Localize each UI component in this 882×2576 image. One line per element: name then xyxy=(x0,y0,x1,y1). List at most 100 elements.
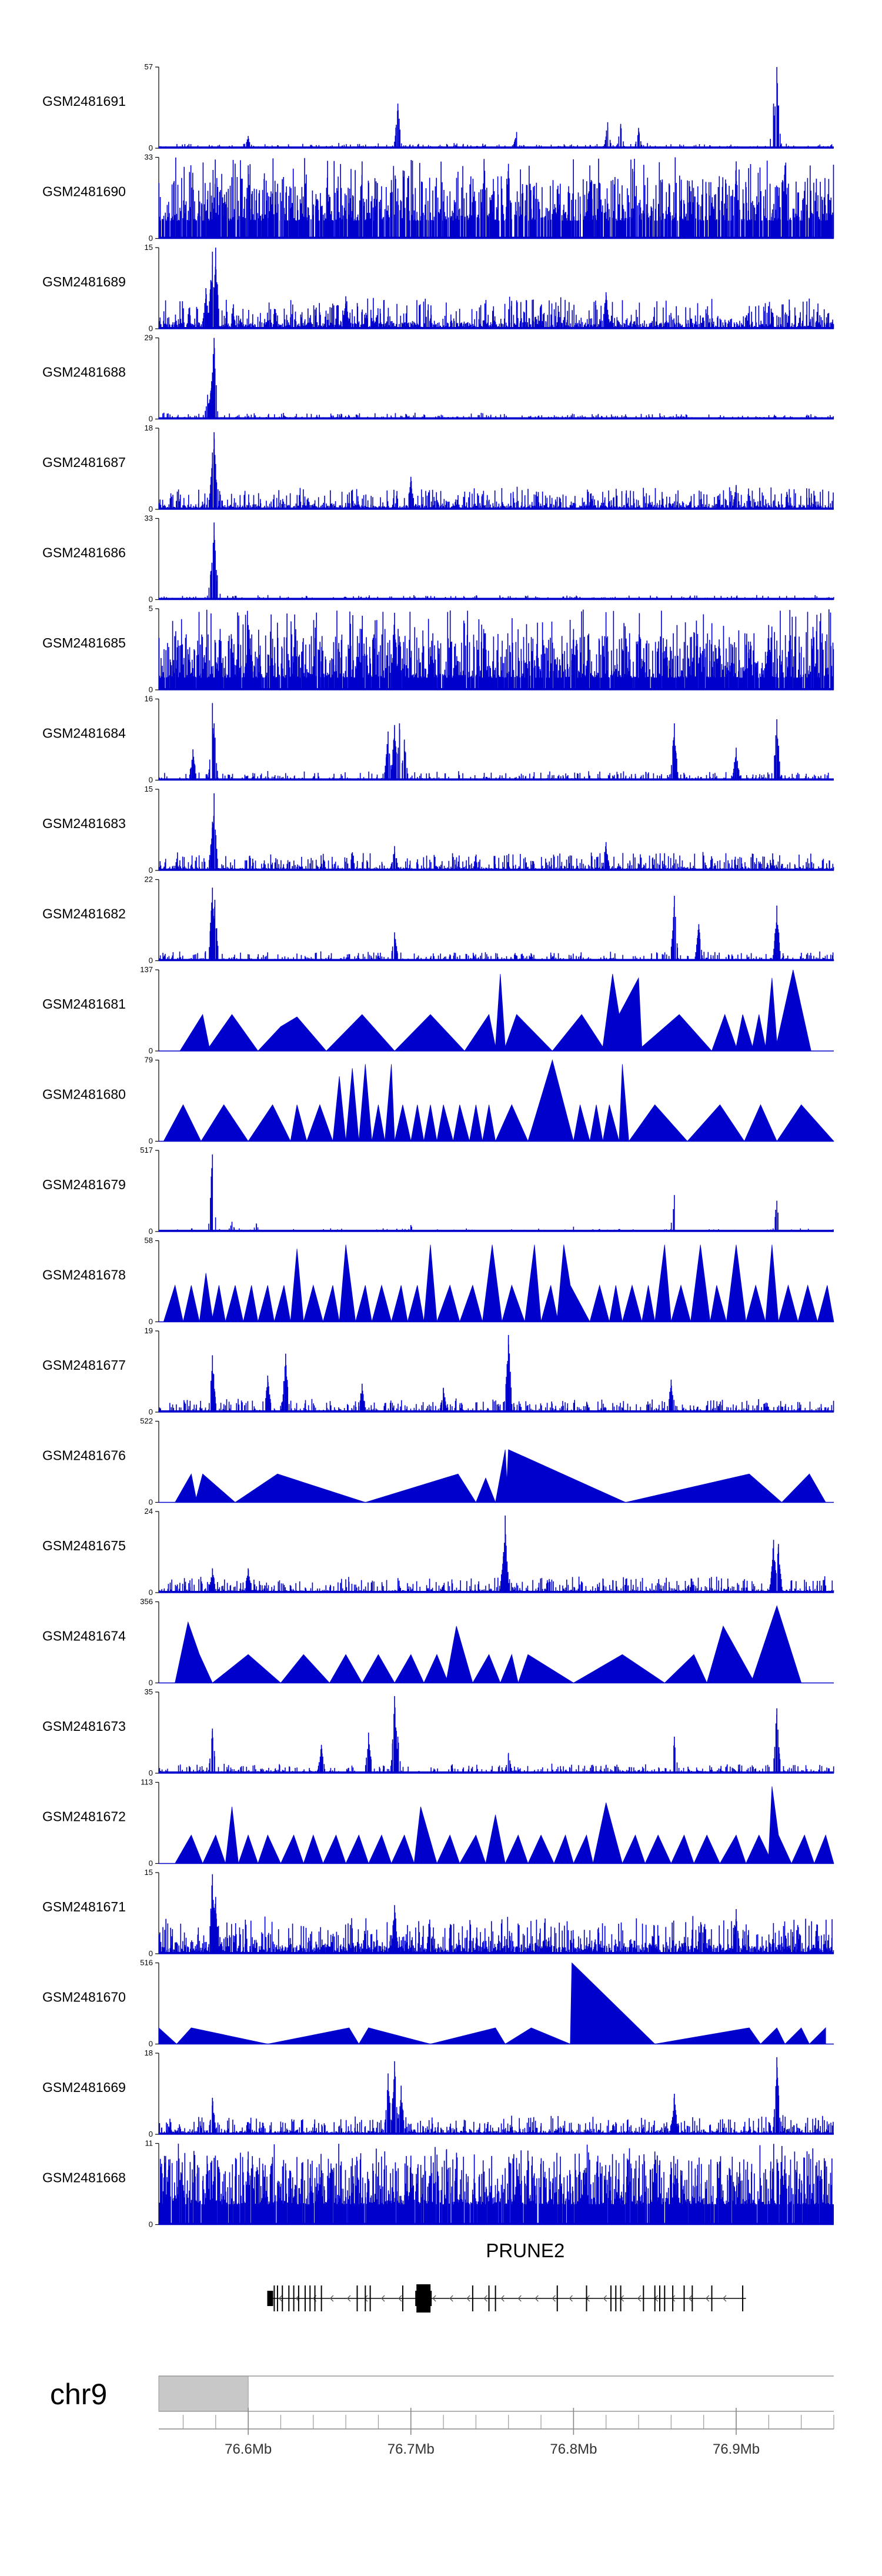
track-label: GSM2481683 xyxy=(42,816,126,831)
coverage-baseline xyxy=(159,146,834,148)
exon xyxy=(672,2285,674,2311)
strand-arrow xyxy=(466,2295,470,2302)
y-max-label: 18 xyxy=(145,423,153,432)
track-GSM2481674: GSM2481674 356 0 xyxy=(42,1597,834,1687)
coverage-baseline xyxy=(159,1230,834,1232)
y-min-label: 0 xyxy=(149,1859,153,1868)
y-min-label: 0 xyxy=(149,144,153,152)
track-GSM2481670: GSM2481670 516 0 xyxy=(42,1958,834,2048)
y-max-label: 5 xyxy=(149,604,153,613)
y-max-label: 18 xyxy=(145,2048,153,2057)
y-max-label: 19 xyxy=(145,1326,153,1335)
y-max-label: 137 xyxy=(140,965,153,974)
strand-arrow xyxy=(346,2295,351,2302)
y-max-label: 35 xyxy=(145,1687,153,1696)
track-label: GSM2481685 xyxy=(42,635,126,650)
strand-arrow xyxy=(432,2295,436,2302)
y-max-label: 58 xyxy=(145,1236,153,1245)
exon xyxy=(267,2291,273,2306)
coverage-bars xyxy=(161,522,834,600)
y-min-label: 0 xyxy=(149,956,153,965)
track-GSM2481681: GSM2481681 137 0 xyxy=(42,965,834,1055)
track-GSM2481676: GSM2481676 522 0 xyxy=(42,1417,834,1507)
strand-arrow xyxy=(329,2295,334,2302)
track-label: GSM2481673 xyxy=(42,1719,126,1734)
gene-body xyxy=(267,2284,746,2313)
track-GSM2481689: GSM2481689 15 0 xyxy=(42,243,834,333)
strand-arrow xyxy=(688,2295,693,2302)
exon xyxy=(402,2285,403,2311)
strand-arrow xyxy=(381,2295,385,2302)
exon xyxy=(654,2285,656,2311)
coverage-baseline xyxy=(159,508,834,509)
strand-arrow xyxy=(278,2295,283,2302)
strand-arrow xyxy=(534,2295,539,2302)
chromosome-ideogram xyxy=(158,2375,834,2412)
track-label: GSM2481691 xyxy=(42,94,126,109)
y-min-label: 0 xyxy=(149,2040,153,2048)
coverage-baseline xyxy=(159,327,834,329)
y-min-label: 0 xyxy=(149,2220,153,2229)
coverage-bars xyxy=(163,1154,834,1232)
track-GSM2481686: GSM2481686 33 0 xyxy=(42,514,834,604)
coverage-baseline xyxy=(159,236,834,239)
coverage-baseline xyxy=(159,778,834,780)
y-max-label: 33 xyxy=(145,153,153,162)
coverage-bars xyxy=(158,609,834,690)
track-label: GSM2481682 xyxy=(42,906,126,922)
track-GSM2481685: GSM2481685 5 0 xyxy=(42,604,834,694)
exon xyxy=(314,2285,316,2311)
strand-arrow xyxy=(483,2295,487,2302)
coverage-bars xyxy=(158,1696,834,1773)
track-label: GSM2481686 xyxy=(42,545,126,560)
coverage-bars xyxy=(159,2143,834,2225)
track-GSM2481677: GSM2481677 19 0 xyxy=(42,1326,834,1416)
exon xyxy=(356,2285,358,2311)
coverage-bars xyxy=(158,248,834,329)
tick-label: 76.6Mb xyxy=(225,2441,272,2457)
coverage-bars xyxy=(158,1334,834,1412)
track-label: GSM2481677 xyxy=(42,1357,126,1373)
track-label: GSM2481674 xyxy=(42,1629,126,1644)
track-label: GSM2481690 xyxy=(42,184,126,199)
y-min-label: 0 xyxy=(149,1227,153,1236)
y-min-label: 0 xyxy=(149,324,153,333)
y-max-label: 33 xyxy=(145,514,153,523)
y-max-label: 15 xyxy=(145,785,153,793)
coverage-area xyxy=(175,1449,826,1503)
coverage-bars xyxy=(158,703,834,780)
coverage-baseline xyxy=(159,417,834,419)
track-GSM2481682: GSM2481682 22 0 xyxy=(42,875,834,965)
y-min-label: 0 xyxy=(149,505,153,513)
coverage-baseline xyxy=(159,2223,834,2225)
track-GSM2481668: GSM2481668 11 0 xyxy=(42,2139,834,2229)
strand-arrow xyxy=(449,2295,453,2302)
gene-model-track: PRUNE2 xyxy=(267,2240,746,2313)
y-max-label: 24 xyxy=(145,1507,153,1516)
exon xyxy=(276,2285,278,2311)
coverage-baseline xyxy=(159,688,834,690)
track-label: GSM2481678 xyxy=(42,1267,126,1283)
track-label: GSM2481670 xyxy=(42,1990,126,2005)
exon xyxy=(620,2285,622,2311)
y-max-label: 356 xyxy=(140,1597,153,1606)
coverage-bars xyxy=(158,1874,834,1954)
track-GSM2481673: GSM2481673 35 0 xyxy=(42,1687,834,1777)
strand-arrow xyxy=(722,2295,727,2302)
ideogram-track: chr9 xyxy=(50,2375,834,2412)
exon xyxy=(495,2285,496,2311)
track-GSM2481678: GSM2481678 58 0 xyxy=(42,1236,834,1326)
strand-arrow xyxy=(637,2295,642,2302)
exon xyxy=(273,2285,275,2311)
y-max-label: 15 xyxy=(145,243,153,252)
track-label: GSM2481672 xyxy=(42,1809,126,1824)
track-label: GSM2481680 xyxy=(42,1087,126,1102)
track-GSM2481690: GSM2481690 33 0 xyxy=(42,153,834,243)
track-label: GSM2481675 xyxy=(42,1538,126,1553)
coverage-area xyxy=(163,1244,834,1323)
coverage-bars xyxy=(158,887,834,961)
y-min-label: 0 xyxy=(149,1407,153,1416)
y-min-label: 0 xyxy=(149,415,153,423)
track-label: GSM2481669 xyxy=(42,2080,126,2095)
